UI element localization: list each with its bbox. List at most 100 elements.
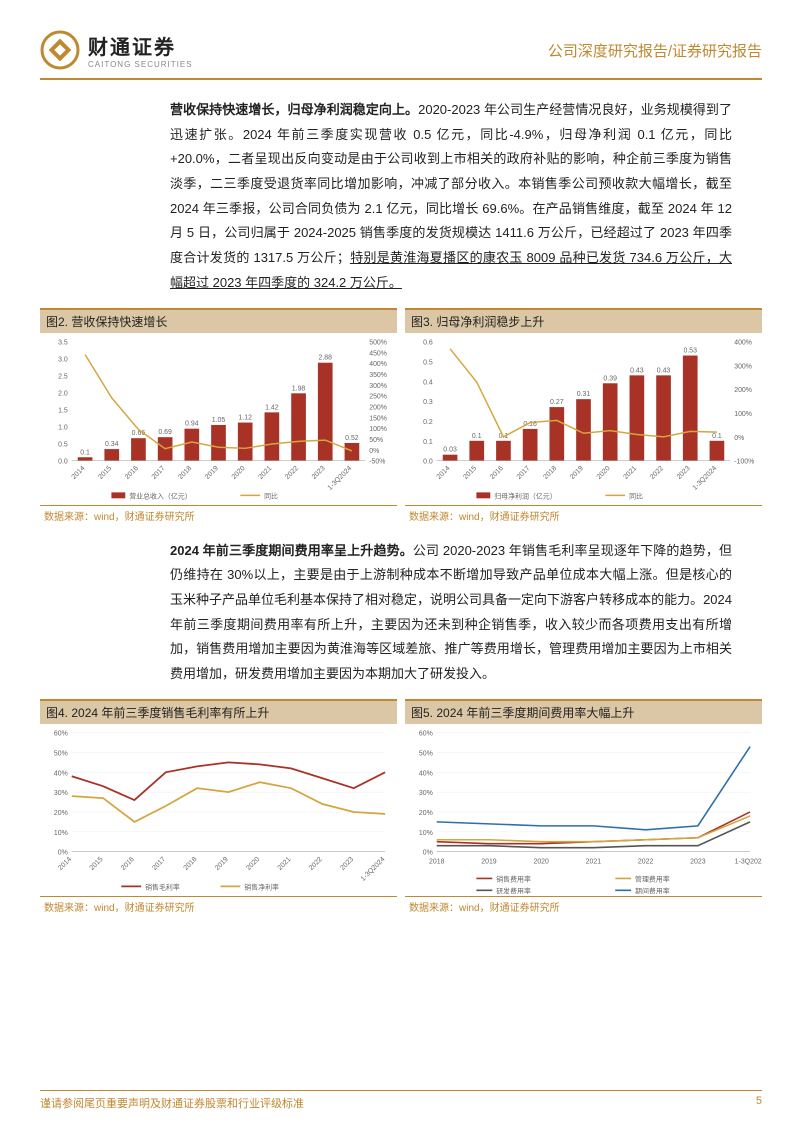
svg-text:10%: 10% (419, 829, 433, 836)
svg-text:2.88: 2.88 (318, 354, 332, 361)
svg-text:2019: 2019 (569, 464, 585, 480)
svg-text:同比: 同比 (629, 491, 643, 500)
svg-text:0.27: 0.27 (550, 399, 564, 406)
svg-text:销售净利率: 销售净利率 (244, 882, 279, 891)
logo-en: CAITONG SECURITIES (88, 60, 193, 69)
svg-text:销售费用率: 销售费用率 (496, 874, 531, 883)
svg-text:400%: 400% (734, 339, 752, 346)
svg-text:2015: 2015 (462, 464, 478, 480)
svg-text:0.6: 0.6 (423, 339, 433, 346)
svg-text:2014: 2014 (436, 464, 452, 480)
svg-text:2014: 2014 (71, 464, 87, 480)
svg-text:0.1: 0.1 (712, 432, 722, 439)
svg-text:0.5: 0.5 (423, 359, 433, 366)
svg-text:60%: 60% (419, 730, 433, 737)
chart-2-svg: 0.00.51.01.52.02.53.03.5-50%0%50%100%150… (40, 333, 397, 503)
svg-text:2020: 2020 (245, 856, 261, 872)
chart-4-title: 图4. 2024 年前三季度销售毛利率有所上升 (40, 701, 397, 724)
svg-text:20%: 20% (419, 810, 433, 817)
svg-text:2023: 2023 (676, 464, 692, 480)
chart-4-source: 数据来源：wind，财通证券研究所 (40, 897, 397, 916)
svg-text:0%: 0% (369, 447, 379, 454)
svg-text:1.5: 1.5 (58, 407, 68, 414)
svg-text:0.94: 0.94 (185, 420, 199, 427)
svg-text:2022: 2022 (649, 464, 665, 480)
svg-text:2018: 2018 (183, 856, 199, 872)
svg-text:2020: 2020 (231, 464, 247, 480)
svg-text:450%: 450% (369, 350, 387, 357)
svg-text:50%: 50% (54, 750, 68, 757)
svg-text:200%: 200% (369, 404, 387, 411)
chart-5-source: 数据来源：wind，财通证券研究所 (405, 897, 762, 916)
svg-text:2019: 2019 (204, 464, 220, 480)
svg-text:30%: 30% (419, 790, 433, 797)
svg-text:0.2: 0.2 (423, 418, 433, 425)
svg-text:0.43: 0.43 (630, 367, 644, 374)
chart-3-svg: 0.00.10.20.30.40.50.6-100%0%100%200%300%… (405, 333, 762, 503)
svg-text:2021: 2021 (257, 464, 273, 480)
svg-text:400%: 400% (369, 361, 387, 368)
svg-text:2019: 2019 (214, 856, 230, 872)
svg-text:2020: 2020 (596, 464, 612, 480)
svg-text:2021: 2021 (622, 464, 638, 480)
svg-text:1-3Q2024: 1-3Q2024 (735, 858, 762, 865)
svg-text:1.0: 1.0 (58, 424, 68, 431)
chart-3-box: 图3. 归母净利润稳步上升 0.00.10.20.30.40.50.6-100%… (405, 308, 762, 525)
svg-text:2021: 2021 (586, 858, 602, 865)
svg-text:40%: 40% (419, 770, 433, 777)
svg-text:0.0: 0.0 (58, 458, 68, 465)
chart-5-box: 图5. 2024 年前三季度期间费用率大幅上升 0%10%20%30%40%50… (405, 699, 762, 916)
svg-text:0.3: 0.3 (423, 399, 433, 406)
svg-text:0.43: 0.43 (657, 367, 671, 374)
para2-body: 公司 2020-2023 年销售毛利率呈现逐年下降的趋势，但仍维持在 30%以上… (170, 543, 732, 681)
page-footer: 谨请参阅尾页重要声明及财通证券股票和行业评级标准 5 (40, 1090, 762, 1111)
svg-text:20%: 20% (54, 810, 68, 817)
svg-text:1-3Q2024: 1-3Q2024 (327, 464, 354, 491)
svg-text:2014: 2014 (57, 856, 73, 872)
svg-text:1.42: 1.42 (265, 404, 279, 411)
chart-5-title: 图5. 2024 年前三季度期间费用率大幅上升 (405, 701, 762, 724)
svg-text:2015: 2015 (97, 464, 113, 480)
footer-right: 5 (756, 1095, 762, 1111)
logo-cn: 财通证券 (88, 31, 193, 60)
svg-text:2017: 2017 (151, 464, 167, 480)
svg-text:30%: 30% (54, 790, 68, 797)
svg-text:0.1: 0.1 (423, 438, 433, 445)
svg-text:3.0: 3.0 (58, 356, 68, 363)
svg-text:0.31: 0.31 (577, 391, 591, 398)
svg-text:管理费用率: 管理费用率 (635, 874, 670, 883)
svg-text:2023: 2023 (690, 858, 706, 865)
svg-text:0.34: 0.34 (105, 441, 119, 448)
svg-text:0.52: 0.52 (345, 434, 359, 441)
svg-text:2.0: 2.0 (58, 390, 68, 397)
svg-text:0.1: 0.1 (80, 449, 90, 456)
svg-text:归母净利润（亿元）: 归母净利润（亿元） (494, 491, 556, 500)
svg-text:2016: 2016 (120, 856, 136, 872)
svg-text:500%: 500% (369, 339, 387, 346)
svg-text:3.5: 3.5 (58, 339, 68, 346)
para1-body: 2020-2023 年公司生产经营情况良好，业务规模得到了迅速扩张。2024 年… (170, 102, 732, 265)
svg-text:销售毛利率: 销售毛利率 (145, 882, 180, 891)
chart-3-title: 图3. 归母净利润稳步上升 (405, 310, 762, 333)
svg-text:-100%: -100% (734, 458, 754, 465)
svg-text:2023: 2023 (311, 464, 327, 480)
svg-text:营业总收入（亿元）: 营业总收入（亿元） (129, 491, 191, 500)
svg-text:0.4: 0.4 (423, 379, 433, 386)
svg-text:2019: 2019 (481, 858, 497, 865)
svg-text:同比: 同比 (264, 491, 278, 500)
svg-text:2018: 2018 (542, 464, 558, 480)
svg-text:2016: 2016 (489, 464, 505, 480)
svg-text:10%: 10% (54, 829, 68, 836)
svg-text:2022: 2022 (638, 858, 654, 865)
svg-text:2020: 2020 (533, 858, 549, 865)
svg-text:2017: 2017 (151, 856, 167, 872)
svg-text:1.05: 1.05 (212, 416, 226, 423)
footer-left: 谨请参阅尾页重要声明及财通证券股票和行业评级标准 (40, 1095, 304, 1111)
svg-text:2023: 2023 (339, 856, 355, 872)
svg-text:1.12: 1.12 (238, 414, 252, 421)
svg-text:0.1: 0.1 (472, 432, 482, 439)
svg-text:2022: 2022 (308, 856, 324, 872)
page-header: 财通证券 CAITONG SECURITIES 公司深度研究报告/证券研究报告 (40, 30, 762, 80)
svg-text:期间费用率: 期间费用率 (635, 886, 670, 894)
svg-text:0%: 0% (58, 849, 68, 856)
